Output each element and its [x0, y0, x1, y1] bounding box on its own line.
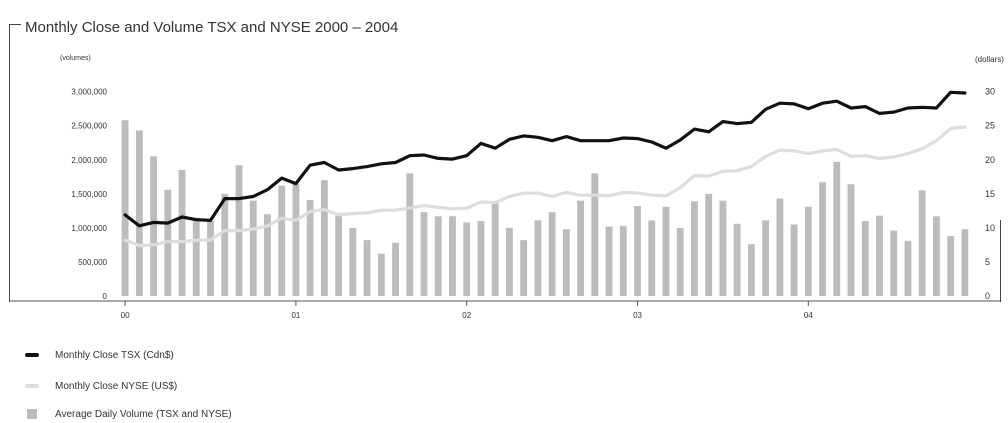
volume-bar	[520, 240, 528, 296]
y-tick-label: 1,000,000	[71, 224, 107, 233]
volume-bar	[135, 130, 143, 296]
volume-bar	[434, 216, 442, 296]
volume-bar	[648, 220, 656, 296]
y2-tick-label: 30	[985, 87, 995, 97]
volume-bar	[890, 230, 898, 296]
frame-left-border	[9, 24, 10, 302]
volume-bar	[719, 200, 727, 296]
volume-bar	[876, 215, 883, 296]
legend-swatch-volume	[27, 409, 37, 419]
volume-bar	[264, 214, 271, 296]
y2-tick-label: 5	[985, 257, 990, 267]
y-axis-unit-label: (volumes)	[60, 55, 91, 62]
tsx-close-line	[123, 90, 967, 228]
volume-bar	[548, 212, 556, 296]
chart-title: Monthly Close and Volume TSX and NYSE 20…	[25, 19, 399, 36]
volume-bar	[121, 120, 129, 296]
legend-label-tsx: Monthly Close TSX (Cdn$)	[55, 349, 174, 361]
volume-bar	[363, 240, 371, 296]
volume-bar	[676, 227, 684, 296]
legend-swatch-tsx	[25, 353, 39, 357]
nyse-close-line	[123, 125, 967, 248]
volume-bar	[392, 242, 399, 296]
x-tick-label: 00	[121, 311, 130, 320]
legend-swatch-nyse	[25, 384, 39, 388]
volume-bar	[506, 227, 513, 296]
y-tick-label: 500,000	[78, 258, 107, 267]
y-tick-label: 1,500,000	[71, 190, 107, 199]
volume-bar	[292, 183, 300, 296]
volume-bar	[577, 200, 584, 296]
volume-bar	[178, 169, 186, 296]
volume-bar	[819, 182, 826, 296]
volume-bar	[150, 156, 157, 296]
volume-bar	[320, 180, 328, 296]
volume-bar	[449, 216, 456, 296]
volume-bar	[207, 221, 214, 296]
volume-bar	[491, 201, 499, 296]
volume-bar	[804, 206, 812, 296]
volume-bar	[406, 173, 414, 296]
legend-label-nyse: Monthly Close NYSE (US$)	[55, 380, 178, 392]
volume-bar	[619, 225, 627, 296]
x-tick-label: 01	[291, 311, 300, 320]
y2-tick-label: 10	[985, 223, 995, 233]
y2-tick-label: 0	[985, 291, 990, 301]
legend-label-volume: Average Daily Volume (TSX and NYSE)	[55, 408, 232, 420]
legend-item-nyse: Monthly Close NYSE (US$)	[25, 377, 177, 395]
y2-axis-unit-label: (dollars)	[975, 55, 1004, 64]
frame-corner-top	[9, 24, 21, 25]
volume-bar	[278, 185, 286, 296]
volume-bar	[605, 226, 613, 296]
volume-bar	[349, 227, 357, 296]
volume-bar	[634, 206, 641, 296]
y-tick-label: 2,500,000	[71, 122, 107, 131]
x-tick-label: 04	[804, 311, 813, 320]
y-tick-label: 2,000,000	[71, 156, 107, 165]
x-tick-label: 03	[633, 311, 642, 320]
volume-bar	[249, 200, 257, 296]
volume-bar	[961, 229, 969, 296]
volume-bar	[933, 216, 940, 296]
volume-bar	[762, 220, 770, 296]
volume-bar	[733, 223, 741, 296]
volume-bar	[833, 161, 841, 296]
volume-bar	[377, 253, 385, 296]
volume-bar	[534, 220, 542, 296]
volume-bar	[918, 190, 926, 296]
y2-tick-label: 20	[985, 155, 995, 165]
legend-item-volume: Average Daily Volume (TSX and NYSE)	[25, 405, 232, 423]
volume-bar	[420, 212, 428, 296]
volume-bar	[847, 184, 855, 296]
y-tick-label: 0	[103, 292, 108, 301]
volume-bar	[477, 221, 485, 296]
volume-bar	[192, 217, 200, 296]
volume-bar	[776, 198, 784, 296]
volume-bar	[221, 193, 229, 296]
volume-bar	[306, 199, 314, 296]
frame-right-border	[1000, 220, 1001, 302]
x-tick-label: 02	[462, 311, 471, 320]
y2-tick-label: 25	[985, 121, 995, 131]
volume-bar	[562, 229, 570, 296]
volume-bar	[861, 221, 869, 296]
volume-bar	[705, 193, 713, 296]
volume-bar	[591, 173, 599, 296]
y-tick-label: 3,000,000	[71, 88, 107, 97]
volume-bar	[790, 224, 798, 296]
volume-bar	[335, 212, 343, 296]
volume-bar	[691, 201, 698, 296]
volume-bar	[947, 236, 955, 296]
volume-bar	[747, 244, 755, 296]
volume-bar	[662, 206, 670, 296]
volume-bar	[904, 240, 912, 296]
legend-item-tsx: Monthly Close TSX (Cdn$)	[25, 346, 174, 364]
volume-bar	[463, 222, 471, 296]
y2-tick-label: 15	[985, 189, 995, 199]
